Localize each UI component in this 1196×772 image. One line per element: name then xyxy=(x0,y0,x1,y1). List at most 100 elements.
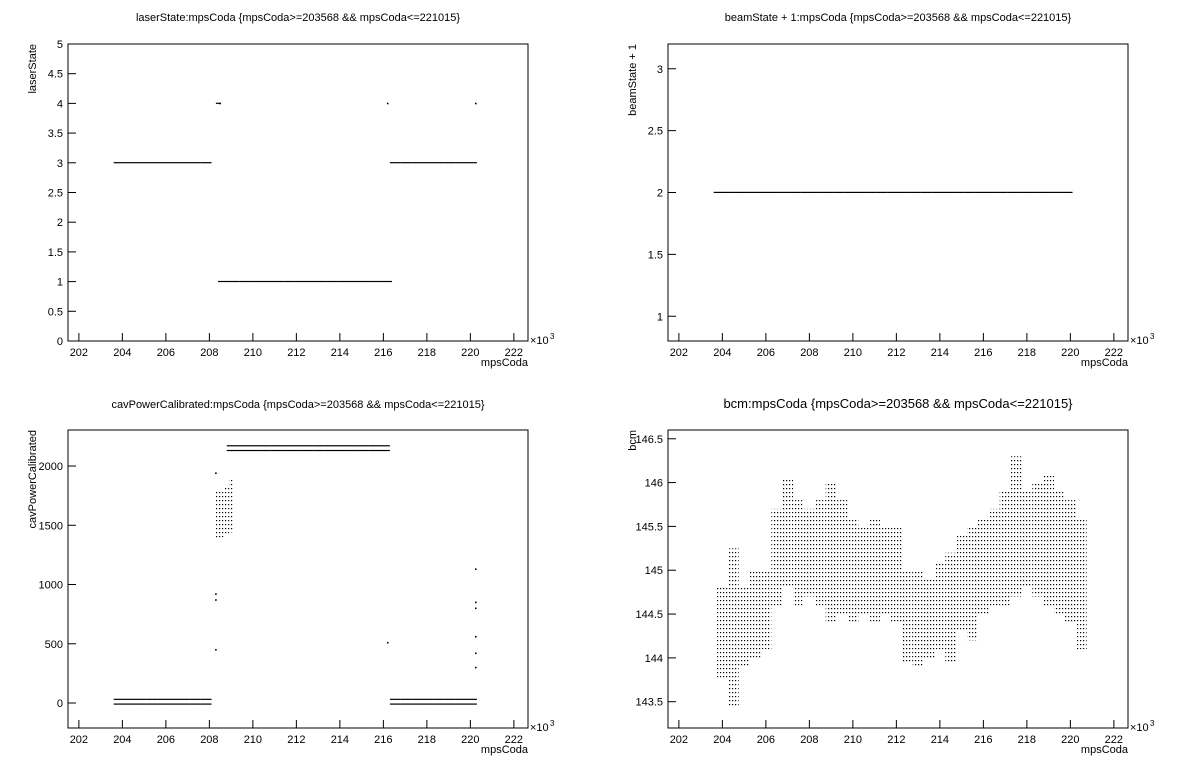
x-axis-label: mpsCoda xyxy=(481,744,529,756)
point xyxy=(1029,191,1040,193)
point xyxy=(124,698,136,700)
x-tick-label: 222 xyxy=(505,734,523,746)
point-band xyxy=(727,548,739,707)
x-tick-label: 216 xyxy=(374,734,392,746)
y-tick-label: 3 xyxy=(657,64,663,76)
point xyxy=(335,445,347,447)
x-tick-label: 204 xyxy=(113,734,131,746)
point xyxy=(789,191,801,193)
point xyxy=(931,191,943,193)
point xyxy=(422,162,434,164)
point xyxy=(272,280,284,283)
point xyxy=(124,703,136,705)
point xyxy=(974,191,986,193)
panel: beamState + 1:mpsCoda {mpsCoda>=203568 &… xyxy=(627,12,1155,369)
point xyxy=(178,162,190,164)
point xyxy=(215,599,217,601)
point xyxy=(1007,191,1019,193)
x-axis-label: mpsCoda xyxy=(1081,744,1129,756)
x-tick-label: 208 xyxy=(200,734,218,746)
x-tick-label: 212 xyxy=(887,347,905,359)
point xyxy=(135,703,147,705)
y-tick-label: 1 xyxy=(657,311,663,323)
point xyxy=(898,191,910,193)
point-band xyxy=(782,478,794,588)
x-scale-label: ×10 xyxy=(1130,335,1149,347)
point xyxy=(359,280,371,283)
point xyxy=(746,191,758,193)
x-tick-label: 202 xyxy=(670,347,688,359)
point xyxy=(963,191,975,193)
point xyxy=(1039,191,1051,193)
point-band xyxy=(890,526,902,623)
point xyxy=(215,102,221,104)
x-tick-label: 222 xyxy=(505,347,523,359)
x-tick-label: 210 xyxy=(844,734,862,746)
point xyxy=(189,162,201,164)
point-band xyxy=(977,517,989,615)
x-tick-label: 218 xyxy=(1018,347,1036,359)
point xyxy=(250,280,262,283)
x-tick-label: 202 xyxy=(70,347,88,359)
point xyxy=(270,445,282,447)
x-tick-label: 208 xyxy=(800,734,818,746)
x-tick-label: 220 xyxy=(1061,347,1079,359)
y-tick-label: 145.5 xyxy=(635,521,663,533)
point xyxy=(157,162,169,164)
y-tick-label: 3 xyxy=(57,158,63,170)
point-band xyxy=(1010,456,1022,597)
y-tick-label: 2 xyxy=(657,188,663,200)
y-tick-label: 146 xyxy=(645,478,663,490)
y-tick-label: 4.5 xyxy=(48,69,63,81)
point xyxy=(324,449,336,452)
y-tick-label: 143.5 xyxy=(635,697,663,709)
point xyxy=(389,703,401,705)
point xyxy=(466,698,477,700)
point xyxy=(270,449,282,452)
point xyxy=(292,449,303,452)
y-tick-label: 1500 xyxy=(39,520,63,532)
chart-title: cavPowerCalibrated:mpsCoda {mpsCoda>=203… xyxy=(111,399,484,411)
point xyxy=(228,280,240,283)
point xyxy=(952,191,964,193)
point xyxy=(294,280,306,283)
point xyxy=(259,445,271,447)
y-tick-label: 2.5 xyxy=(48,188,63,200)
y-axis-label: bcm xyxy=(627,430,639,451)
point-band xyxy=(945,552,957,663)
point xyxy=(887,191,899,193)
x-tick-label: 210 xyxy=(244,347,262,359)
point-band xyxy=(760,570,772,650)
point xyxy=(219,102,222,105)
point xyxy=(422,703,434,705)
point xyxy=(475,666,477,669)
x-tick-label: 204 xyxy=(713,734,731,746)
y-tick-label: 4 xyxy=(57,98,63,110)
point xyxy=(1018,191,1030,193)
y-tick-label: 2 xyxy=(57,217,63,229)
point xyxy=(370,280,382,283)
point xyxy=(389,698,401,700)
point-band xyxy=(749,570,761,658)
point xyxy=(157,698,169,700)
point-band xyxy=(224,487,229,535)
point xyxy=(909,191,921,193)
y-tick-label: 0 xyxy=(57,698,63,710)
point xyxy=(200,703,212,705)
point xyxy=(713,191,725,193)
point-band xyxy=(858,526,870,615)
point-band xyxy=(967,526,978,641)
point xyxy=(218,280,229,283)
y-tick-label: 1 xyxy=(57,277,63,289)
x-tick-label: 218 xyxy=(1018,734,1036,746)
point xyxy=(248,449,260,452)
point xyxy=(248,445,260,447)
panel: laserState:mpsCoda {mpsCoda>=203568 && m… xyxy=(27,12,555,369)
point xyxy=(178,698,190,700)
point xyxy=(475,601,477,604)
point xyxy=(302,445,314,447)
x-tick-label: 220 xyxy=(1061,734,1079,746)
point xyxy=(113,162,125,164)
point xyxy=(381,280,393,283)
point-band xyxy=(847,517,859,623)
